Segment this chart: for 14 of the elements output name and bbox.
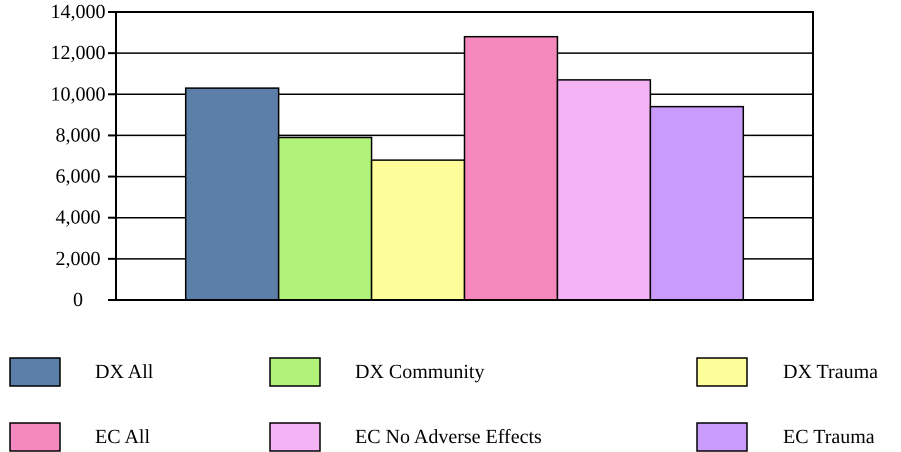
- y-tick-label: 6,000: [56, 166, 100, 188]
- y-tick-label: 0: [73, 289, 83, 311]
- y-tick-label: 12,000: [50, 42, 106, 64]
- y-tick-label: 8,000: [56, 124, 100, 146]
- y-tick-label: 2,000: [56, 248, 100, 270]
- legend-label: EC Trauma: [783, 426, 875, 448]
- y-tick-label: 4,000: [56, 206, 100, 229]
- y-tick-label: 10,000: [50, 83, 106, 106]
- legend-label: EC All: [95, 426, 150, 448]
- legend-label: DX Community: [355, 361, 484, 383]
- legend-label: EC No Adverse Effects: [355, 426, 542, 448]
- legend-label: DX All: [95, 361, 154, 383]
- y-tick-label: 14,000: [50, 1, 106, 23]
- legend-label: DX Trauma: [783, 361, 878, 383]
